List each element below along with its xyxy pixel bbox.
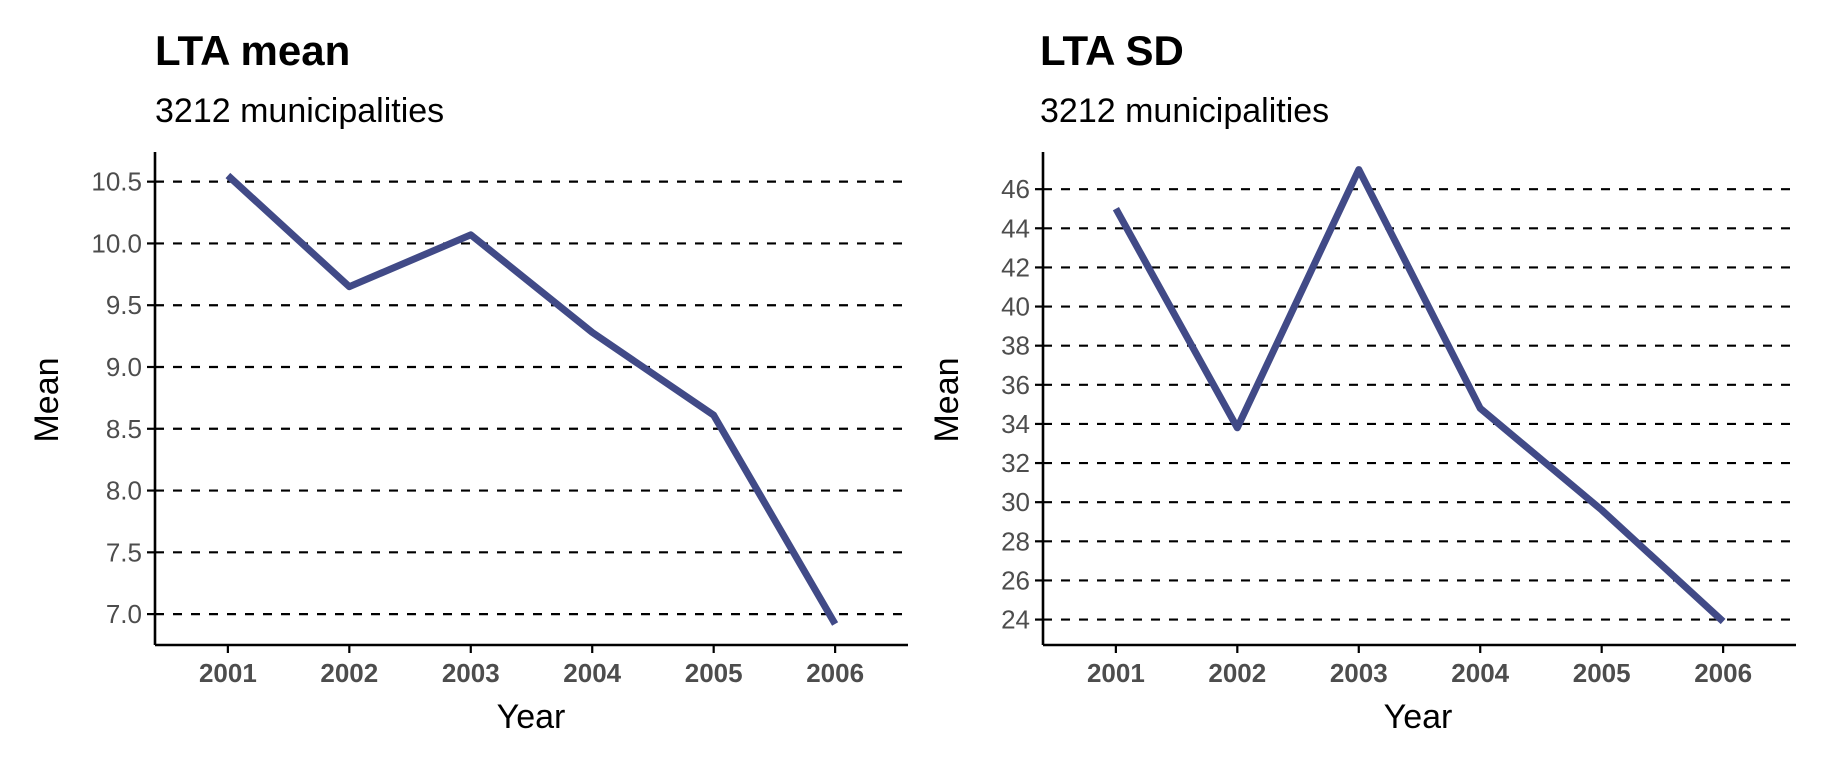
x-tick-label: 2004: [563, 658, 621, 688]
x-axis-ticks: 2001 2002 2003 2004 2005 2006: [199, 645, 864, 688]
y-tick-label: 9.0: [106, 352, 142, 382]
gridlines: [1043, 188, 1796, 621]
y-tick-label: 30: [1001, 487, 1030, 517]
y-tick-label: 36: [1001, 370, 1030, 400]
y-tick-label: 10.5: [91, 167, 142, 197]
x-tick-label: 2003: [1330, 658, 1388, 688]
x-axis-ticks: 2001 2002 2003 2004 2005 2006: [1087, 645, 1752, 688]
y-axis-ticks: 24 26 28 30 32 34 36 38 40 42 44 46: [1001, 174, 1043, 635]
y-tick-label: 42: [1001, 252, 1030, 282]
y-axis-title: Mean: [928, 357, 966, 442]
y-tick-label: 9.5: [106, 290, 142, 320]
y-tick-label: 32: [1001, 448, 1030, 478]
panel-subtitle: 3212 municipalities: [1040, 92, 1329, 130]
y-tick-label: 8.0: [106, 476, 142, 506]
x-tick-label: 2003: [442, 658, 500, 688]
y-tick-label: 7.0: [106, 599, 142, 629]
x-tick-label: 2004: [1451, 658, 1509, 688]
series-line: [225, 172, 839, 626]
y-tick-label: 24: [1001, 605, 1030, 635]
x-tick-label: 2001: [199, 658, 257, 688]
y-axis-title: Mean: [28, 357, 66, 442]
x-tick-label: 2005: [1573, 658, 1631, 688]
x-axis-title: Year: [497, 698, 566, 736]
panel-title: LTA SD: [1040, 27, 1184, 74]
x-tick-label: 2006: [806, 658, 864, 688]
y-tick-label: 34: [1001, 409, 1030, 439]
x-tick-label: 2005: [685, 658, 743, 688]
x-tick-label: 2002: [320, 658, 378, 688]
y-tick-label: 26: [1001, 565, 1030, 595]
panel-lta-mean: LTA mean 3212 municipalities 7.0 7.5 8.0 8.…: [28, 27, 908, 736]
y-tick-label: 44: [1001, 213, 1030, 243]
x-tick-label: 2002: [1208, 658, 1266, 688]
y-tick-label: 40: [1001, 292, 1030, 322]
x-axis-title: Year: [1384, 698, 1453, 736]
series-layer: [225, 172, 839, 626]
y-tick-label: 28: [1001, 526, 1030, 556]
axes: [1041, 152, 1796, 647]
y-tick-label: 7.5: [106, 537, 142, 567]
axes: [153, 152, 908, 647]
series-line: [1112, 166, 1726, 625]
series-layer: [1112, 166, 1726, 625]
panel-title: LTA mean: [155, 27, 350, 74]
y-tick-label: 10.0: [91, 228, 142, 258]
panel-lta-sd: LTA SD 3212 municipalities 24 26 28 30 32 34 3…: [928, 27, 1796, 736]
y-tick-label: 8.5: [106, 414, 142, 444]
y-tick-label: 46: [1001, 174, 1030, 204]
y-tick-label: 38: [1001, 331, 1030, 361]
x-tick-label: 2006: [1694, 658, 1752, 688]
panel-subtitle: 3212 municipalities: [155, 92, 444, 130]
x-tick-label: 2001: [1087, 658, 1145, 688]
y-axis-ticks: 7.0 7.5 8.0 8.5 9.0 9.5 10.0 10.5: [91, 167, 155, 629]
